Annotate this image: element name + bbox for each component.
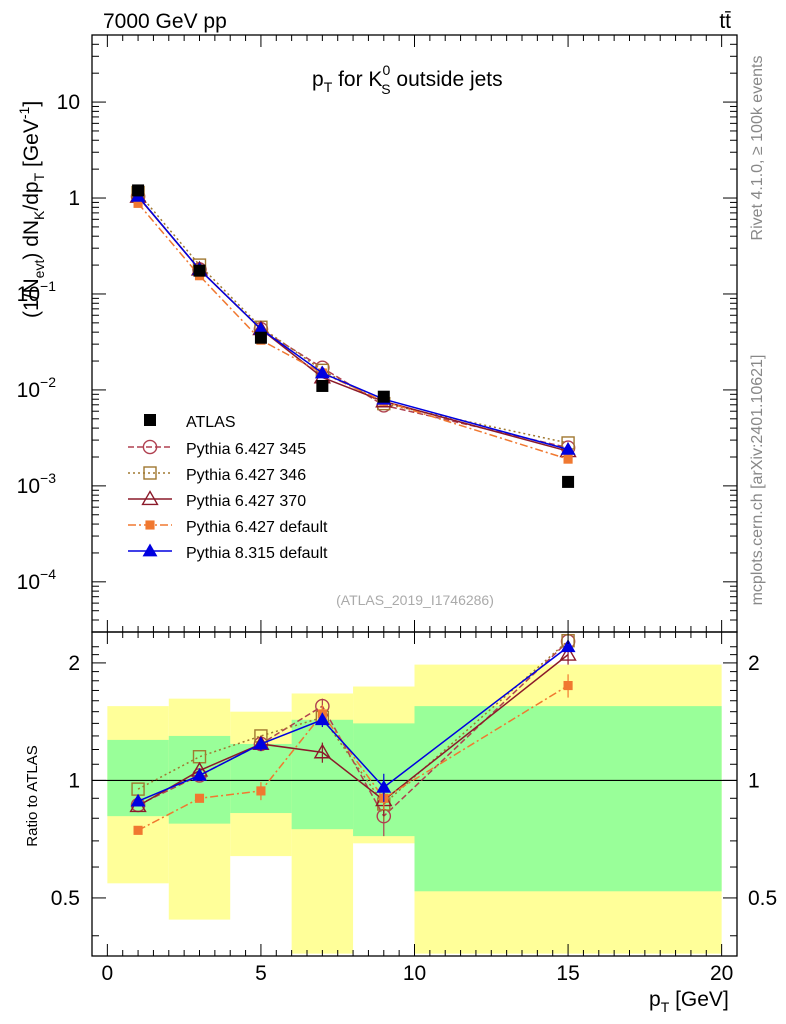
main-panel — [129, 184, 577, 488]
main-series-line-pythia-6-427-default — [137, 202, 569, 460]
rivet-label: Rivet 4.1.0, ≥ 100k events — [749, 56, 766, 241]
main-y-tick-label-4: 10−3 — [17, 470, 57, 498]
legend-label-p6-default: Pythia 6.427 default — [186, 519, 328, 536]
x-tick-label-2: 10 — [403, 962, 426, 985]
ratio-y-tick-label-right-1: 1 — [748, 769, 760, 792]
x-tick-label-1: 5 — [255, 962, 267, 985]
ratio-point-pythia-8-315-default-5 — [560, 639, 576, 653]
mcplots-label: mcplots.cern.ch [arXiv:2401.10621] — [749, 355, 766, 606]
ratio-panel — [92, 633, 737, 954]
header-right: tt̄ — [719, 10, 731, 33]
x-tick-label-4: 20 — [710, 962, 733, 985]
main-title: pT for K0 S outside jets — [312, 62, 503, 97]
ratio-point-pythia-6-427-370-5 — [559, 645, 577, 661]
main-ylabel: (1/Nevt) dNK/dpT [GeV-1] — [16, 101, 47, 318]
ratio-series-line-pythia-6-427-370 — [137, 654, 569, 807]
main-y-tick-label-3: 10−2 — [17, 374, 57, 402]
main-data-point-1 — [193, 264, 206, 277]
legend: ATLAS Pythia 6.427 345 Pythia 6.427 346 … — [128, 414, 328, 562]
ratio-y-tick-label-right-0: 0.5 — [748, 887, 777, 910]
ratio-point-pythia-6-427-370-3 — [313, 743, 332, 759]
legend-marker-pythia-6-427-345 — [142, 439, 158, 455]
ratio-ylabel: Ratio to ATLAS — [24, 745, 41, 846]
ratio-y-tick-label-1: 1 — [68, 769, 80, 792]
legend-marker-atlas — [144, 414, 156, 426]
ratio-point-pythia-6-427-default-1 — [194, 793, 205, 803]
main-point-pythia-8-315-default-3 — [314, 365, 330, 379]
ratio-point-pythia-8-315-default-0 — [130, 793, 146, 807]
ratio-point-pythia-6-427-default-2 — [256, 786, 266, 796]
ratio-point-pythia-8-315-default-3 — [314, 712, 330, 726]
main-point-pythia-8-315-default-5 — [560, 441, 576, 455]
x-tick-label-3: 15 — [556, 962, 579, 985]
main-y-tick-label-2: 10−1 — [17, 278, 57, 306]
ratio-y-tick-label-right-2: 2 — [748, 652, 760, 675]
main-series-line-pythia-6-427-370 — [137, 196, 569, 452]
ratio-band-green-3 — [291, 719, 354, 830]
ratio-series-line-pythia-6-427-default — [137, 684, 569, 831]
svg-text:(1/Nevt) dNK/dpT [GeV-1]: (1/Nevt) dNK/dpT [GeV-1] — [16, 101, 47, 318]
ratio-y-tick-label-0: 0.5 — [51, 887, 80, 910]
main-series-line-pythia-6-427-346 — [137, 192, 569, 444]
ratio-point-pythia-8-315-default-1 — [192, 767, 207, 781]
legend-label-370: Pythia 6.427 370 — [186, 493, 306, 510]
legend-label-346: Pythia 6.427 346 — [186, 467, 306, 484]
main-point-pythia-6-427-default-5 — [563, 454, 573, 464]
ratio-band-green-5 — [414, 706, 722, 892]
ratio-series-line-pythia-8-315-default — [137, 646, 569, 802]
legend-marker-pythia-6-427-370 — [141, 490, 159, 506]
main-y-tick-label-0: 10 — [57, 91, 80, 114]
main-y-tick-label-1: 1 — [68, 187, 80, 210]
legend-label-atlas: ATLAS — [186, 414, 236, 431]
legend-marker-pythia-6-427-346 — [143, 466, 157, 480]
main-data-point-2 — [254, 331, 267, 344]
ratio-point-pythia-8-315-default-4 — [376, 779, 392, 793]
ratio-band-green-2 — [230, 743, 292, 814]
ratio-point-pythia-6-427-default-5 — [563, 680, 573, 691]
legend-label-p8-default: Pythia 8.315 default — [186, 545, 328, 562]
main-data-point-4 — [377, 390, 390, 403]
main-y-tick-label-5: 10−4 — [17, 566, 57, 594]
main-frame — [91, 34, 738, 633]
main-data-point-5 — [562, 475, 575, 488]
main-point-pythia-6-427-default-0 — [133, 198, 143, 208]
legend-label-345: Pythia 6.427 345 — [186, 441, 306, 458]
analysis-watermark: (ATLAS_2019_I1746286) — [336, 592, 494, 608]
legend-marker-pythia-8-315-default — [142, 543, 158, 557]
x-axis-label: pT [GeV] — [649, 988, 729, 1015]
x-tick-label-0: 0 — [102, 962, 114, 985]
header-left: 7000 GeV pp — [103, 10, 227, 33]
main-series-line-pythia-8-315-default — [137, 195, 569, 451]
ratio-point-pythia-8-315-default-2 — [253, 736, 269, 750]
main-data-point-3 — [316, 379, 329, 392]
main-point-pythia-8-315-default-2 — [253, 321, 269, 335]
main-series-line-pythia-6-427-345 — [137, 195, 569, 449]
ratio-y-tick-label-2: 2 — [68, 652, 80, 675]
ratio-point-pythia-6-427-default-0 — [133, 825, 143, 835]
main-data-point-0 — [132, 184, 145, 197]
legend-marker-pythia-6-427-default — [145, 520, 155, 530]
